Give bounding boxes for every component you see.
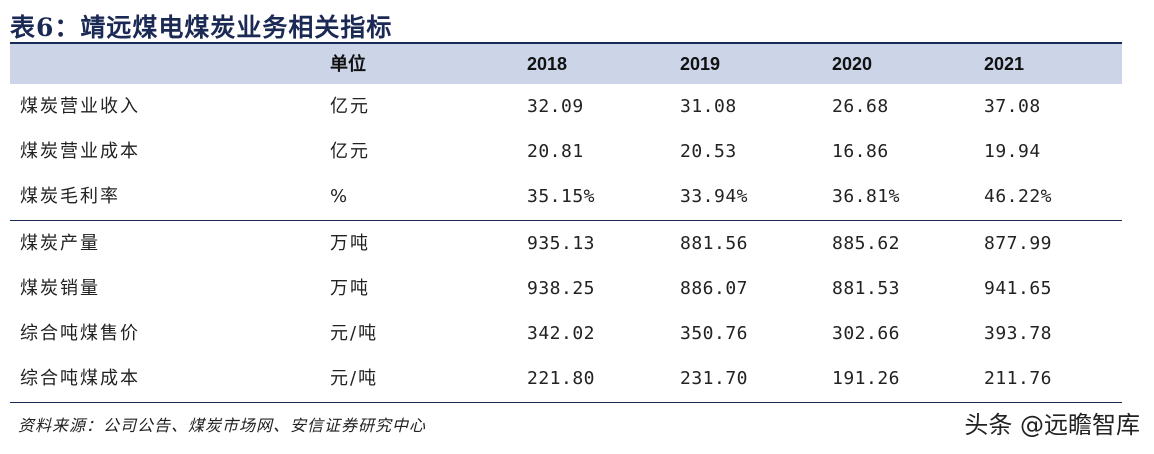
row-unit: 亿元 bbox=[330, 96, 370, 117]
row-label: 煤炭毛利率 bbox=[20, 186, 120, 207]
row-value: 191.26 bbox=[832, 368, 901, 389]
row-value: 20.81 bbox=[527, 141, 584, 162]
row-value: 342.02 bbox=[527, 323, 596, 344]
row-unit: 万吨 bbox=[330, 278, 370, 299]
row-value: 16.86 bbox=[832, 141, 889, 162]
row-value: 20.53 bbox=[680, 141, 737, 162]
row-unit: 万吨 bbox=[330, 233, 370, 254]
row-value: 211.76 bbox=[984, 368, 1053, 389]
table-row: 煤炭营业成本 亿元 20.81 20.53 16.86 19.94 bbox=[10, 129, 1122, 174]
row-value: 46.22% bbox=[984, 186, 1053, 207]
row-value: 231.70 bbox=[680, 368, 749, 389]
row-unit: 元/吨 bbox=[330, 368, 379, 389]
header-year: 2020 bbox=[832, 54, 873, 74]
title-rule bbox=[10, 42, 1122, 44]
row-value: 32.09 bbox=[527, 96, 584, 117]
row-value: 881.53 bbox=[832, 278, 901, 299]
row-label: 煤炭产量 bbox=[20, 233, 100, 254]
table-row: 综合吨煤售价 元/吨 342.02 350.76 302.66 393.78 bbox=[10, 311, 1122, 356]
row-label: 综合吨煤成本 bbox=[20, 368, 140, 389]
row-value: 393.78 bbox=[984, 323, 1053, 344]
table-header: 单位 2018 2019 2020 2021 bbox=[10, 44, 1122, 84]
header-year: 2021 bbox=[984, 54, 1025, 74]
header-unit: 单位 bbox=[330, 54, 366, 74]
row-label: 综合吨煤售价 bbox=[20, 323, 140, 344]
row-value: 885.62 bbox=[832, 233, 901, 254]
row-value: 302.66 bbox=[832, 323, 901, 344]
table-row: 煤炭销量 万吨 938.25 886.07 881.53 941.65 bbox=[10, 266, 1122, 311]
source-note: 资料来源：公司公告、煤炭市场网、安信证券研究中心 bbox=[18, 416, 427, 435]
row-value: 35.15% bbox=[527, 186, 596, 207]
row-label: 煤炭销量 bbox=[20, 278, 100, 299]
section-divider bbox=[10, 220, 1122, 221]
row-value: 33.94% bbox=[680, 186, 749, 207]
row-value: 350.76 bbox=[680, 323, 749, 344]
header-year: 2019 bbox=[680, 54, 721, 74]
table-row: 煤炭营业收入 亿元 32.09 31.08 26.68 37.08 bbox=[10, 84, 1122, 129]
row-value: 935.13 bbox=[527, 233, 596, 254]
row-value: 877.99 bbox=[984, 233, 1053, 254]
row-value: 221.80 bbox=[527, 368, 596, 389]
row-value: 37.08 bbox=[984, 96, 1041, 117]
row-unit: 亿元 bbox=[330, 141, 370, 162]
table-bottom-rule bbox=[10, 402, 1122, 403]
row-unit: % bbox=[330, 186, 350, 207]
row-value: 938.25 bbox=[527, 278, 596, 299]
table-row: 综合吨煤成本 元/吨 221.80 231.70 191.26 211.76 bbox=[10, 356, 1122, 401]
row-value: 881.56 bbox=[680, 233, 749, 254]
row-value: 31.08 bbox=[680, 96, 737, 117]
table-row: 煤炭产量 万吨 935.13 881.56 885.62 877.99 bbox=[10, 221, 1122, 266]
table-title: 表6：靖远煤电煤炭业务相关指标 bbox=[10, 13, 393, 42]
row-label: 煤炭营业成本 bbox=[20, 141, 140, 162]
row-value: 36.81% bbox=[832, 186, 901, 207]
row-value: 19.94 bbox=[984, 141, 1041, 162]
header-year: 2018 bbox=[527, 54, 568, 74]
table-row: 煤炭毛利率 % 35.15% 33.94% 36.81% 46.22% bbox=[10, 174, 1122, 219]
watermark: 头条 @远瞻智库 bbox=[964, 411, 1140, 439]
row-value: 886.07 bbox=[680, 278, 749, 299]
row-label: 煤炭营业收入 bbox=[20, 96, 140, 117]
row-unit: 元/吨 bbox=[330, 323, 379, 344]
row-value: 941.65 bbox=[984, 278, 1053, 299]
row-value: 26.68 bbox=[832, 96, 889, 117]
